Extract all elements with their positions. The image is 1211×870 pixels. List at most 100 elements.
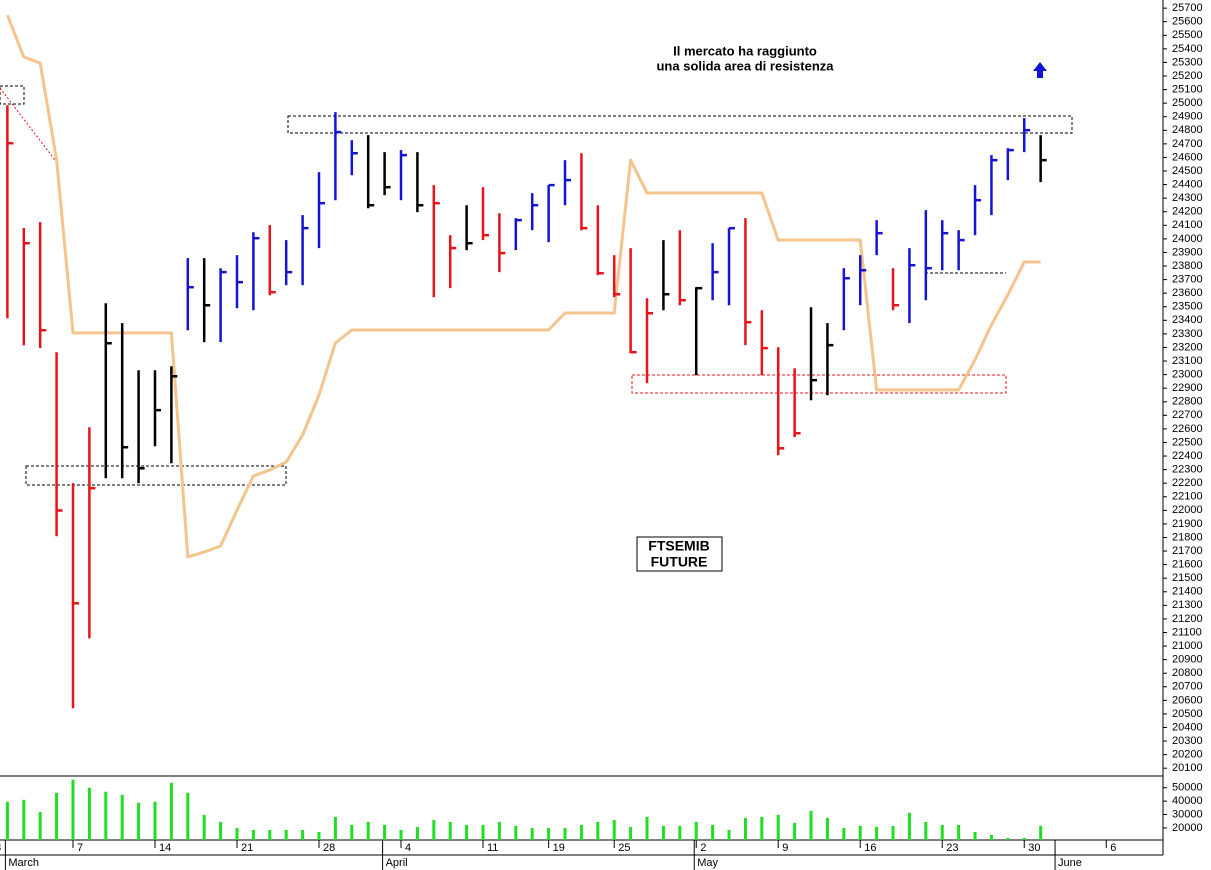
volume-bar <box>514 825 518 840</box>
y-tick-label: 20500 <box>1172 708 1203 720</box>
volume-bar <box>793 822 797 840</box>
volume-bar <box>907 812 911 840</box>
y-tick-label: 22900 <box>1172 382 1203 394</box>
y-tick-label: 20400 <box>1172 721 1203 733</box>
volume-bar <box>743 817 747 840</box>
y-tick-label: 40000 <box>1172 795 1203 807</box>
volume-bar <box>448 821 452 840</box>
y-tick-label: 21900 <box>1172 518 1203 530</box>
volume-bar <box>284 829 288 840</box>
up-arrow <box>1033 62 1047 78</box>
y-tick-label: 23700 <box>1172 274 1203 286</box>
volume-bar <box>776 814 780 840</box>
annotation: una solida area di resistenza <box>656 58 834 73</box>
y-tick-label: 21500 <box>1172 572 1203 584</box>
volume-bar <box>596 821 600 840</box>
volume-bar <box>645 816 649 840</box>
y-tick-label: 23400 <box>1172 314 1203 326</box>
x-tick-label: 2 <box>700 842 706 854</box>
y-tick-label: 20900 <box>1172 654 1203 666</box>
x-tick-label: 4 <box>405 842 411 854</box>
volume-bar <box>251 829 255 840</box>
y-tick-label: 23200 <box>1172 341 1203 353</box>
volume-bar <box>186 792 190 840</box>
y-tick-label: 21000 <box>1172 640 1203 652</box>
x-tick-label: 8 <box>0 842 1 854</box>
support-box <box>25 465 287 486</box>
y-tick-label: 25400 <box>1172 43 1203 55</box>
y-tick-label: 23000 <box>1172 369 1203 381</box>
y-tick-label: 24800 <box>1172 124 1203 136</box>
y-tick-label: 25000 <box>1172 97 1203 109</box>
volume-bar <box>268 829 272 840</box>
volume-bar <box>530 827 534 840</box>
volume-bar <box>366 821 370 840</box>
month-label: April <box>386 857 408 869</box>
x-tick-label: 11 <box>487 842 498 854</box>
volume-bar <box>1022 837 1026 840</box>
trend-line <box>0 87 56 161</box>
y-tick-label: 24400 <box>1172 178 1203 190</box>
y-tick-label: 21300 <box>1172 599 1203 611</box>
x-tick-label: 14 <box>159 842 171 854</box>
y-tick-label: 24700 <box>1172 138 1203 150</box>
y-tick-label: 21100 <box>1172 626 1202 638</box>
y-tick-label: 21400 <box>1172 586 1203 598</box>
y-tick-label: 24200 <box>1172 206 1203 218</box>
x-tick-label: 28 <box>323 842 335 854</box>
decorations: Il mercato ha raggiunto una solida area … <box>0 0 1164 856</box>
volume-bar <box>694 821 698 840</box>
volume-bar <box>924 821 928 840</box>
volume-bar <box>1006 837 1010 840</box>
volume-bar <box>875 826 879 840</box>
volume-bar <box>350 824 354 840</box>
annotation: Il mercato ha raggiunto <box>673 43 817 58</box>
y-tick-label: 22100 <box>1172 491 1203 503</box>
volume-bar <box>825 817 829 840</box>
month-label: March <box>8 857 39 869</box>
instrument-label: FUTURE <box>651 554 708 570</box>
volume-bar <box>465 824 469 840</box>
y-tick-label: 24100 <box>1172 219 1203 231</box>
y-tick-label: 23500 <box>1172 301 1203 313</box>
y-tick-label: 23300 <box>1172 328 1203 340</box>
y-tick-label: 25100 <box>1172 83 1203 95</box>
volume-bar <box>940 824 944 840</box>
volume-bar <box>661 825 665 840</box>
volume-bar <box>301 829 305 840</box>
volume-bar <box>629 826 633 840</box>
y-tick-label: 20800 <box>1172 667 1203 679</box>
volume-bar <box>1039 825 1043 840</box>
y-tick-label: 21700 <box>1172 545 1203 557</box>
volume-bar <box>399 829 403 840</box>
label-box <box>636 536 723 572</box>
volume-bar <box>153 801 157 840</box>
volume-bar <box>579 824 583 840</box>
y-tick-label: 22700 <box>1172 409 1203 421</box>
volume-bar <box>678 825 682 840</box>
y-tick-label: 23100 <box>1172 355 1203 367</box>
volume-bar <box>612 819 616 840</box>
resistance-box <box>287 115 1073 134</box>
y-tick-label: 21800 <box>1172 531 1203 543</box>
volume-bar <box>858 825 862 840</box>
y-tick-label: 22500 <box>1172 436 1203 448</box>
y-tick-label: 25600 <box>1172 16 1203 28</box>
volume-bar <box>71 779 75 840</box>
y-tick-label: 20200 <box>1172 749 1203 761</box>
y-tick-label: 25700 <box>1172 2 1203 14</box>
volume-bar <box>22 799 26 840</box>
y-tick-label: 24600 <box>1172 151 1203 163</box>
small-box <box>0 85 25 105</box>
x-tick-label: 30 <box>1028 842 1040 854</box>
y-tick-label: 21200 <box>1172 613 1203 625</box>
x-tick-label: 9 <box>782 842 788 854</box>
volume-bar <box>842 827 846 840</box>
y-tick-label: 25200 <box>1172 70 1203 82</box>
y-tick-label: 20100 <box>1172 762 1203 774</box>
y-tick-label: 20600 <box>1172 694 1203 706</box>
x-tick-label: 7 <box>77 842 83 854</box>
volume-bar <box>169 782 173 840</box>
volume-bar <box>809 810 813 840</box>
